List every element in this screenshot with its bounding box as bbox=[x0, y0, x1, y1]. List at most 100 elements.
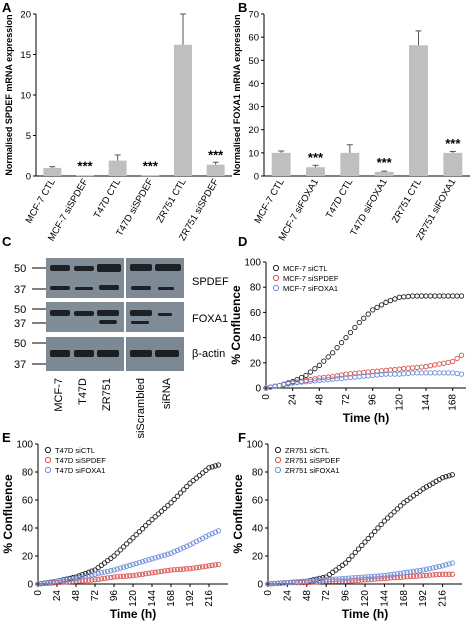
y-tick-label: 5 bbox=[26, 131, 31, 142]
data-point bbox=[394, 574, 400, 581]
y-tick-label: 60 bbox=[252, 496, 264, 507]
y-axis-title: Normalised SPDEF mRNA expression bbox=[4, 14, 14, 175]
data-point bbox=[414, 370, 420, 376]
data-point bbox=[396, 366, 402, 372]
data-point bbox=[95, 570, 101, 577]
data-point bbox=[200, 470, 206, 476]
data-point bbox=[420, 572, 426, 579]
data-point bbox=[35, 581, 41, 587]
data-point bbox=[168, 550, 174, 556]
x-tick-label: 48 bbox=[302, 590, 313, 602]
legend-marker bbox=[274, 456, 282, 464]
bar bbox=[206, 164, 225, 176]
data-point bbox=[392, 296, 398, 302]
data-point bbox=[149, 570, 155, 576]
data-point bbox=[108, 574, 114, 581]
x-tick-label: 96 bbox=[341, 590, 352, 602]
bar bbox=[271, 152, 291, 176]
data-point bbox=[76, 578, 82, 584]
data-point bbox=[177, 566, 184, 572]
data-point bbox=[54, 578, 60, 584]
data-point bbox=[111, 567, 117, 573]
data-point bbox=[177, 546, 184, 552]
y-tick-label: 15 bbox=[20, 50, 31, 61]
data-point bbox=[375, 576, 381, 582]
data-point bbox=[181, 487, 187, 493]
data-point bbox=[439, 474, 446, 481]
blot-marker-label: 37 bbox=[14, 359, 26, 371]
x-tick-label: 96 bbox=[109, 590, 120, 602]
data-point bbox=[401, 371, 407, 377]
data-point bbox=[410, 365, 416, 371]
panel-label-d: D bbox=[238, 234, 247, 249]
data-point bbox=[439, 571, 446, 577]
data-point bbox=[387, 371, 394, 377]
data-point bbox=[92, 577, 98, 583]
data-point bbox=[136, 529, 142, 535]
data-point bbox=[359, 542, 365, 549]
data-point bbox=[404, 569, 410, 575]
data-point bbox=[391, 571, 397, 577]
data-point bbox=[445, 359, 451, 366]
x-tick-label: 216 bbox=[438, 590, 449, 607]
data-point bbox=[333, 576, 339, 582]
y-tick-label: 10 bbox=[20, 91, 31, 102]
y-tick-label: 100 bbox=[16, 440, 33, 451]
blot-marker-label: 50 bbox=[14, 304, 26, 316]
data-point bbox=[267, 384, 274, 390]
data-point bbox=[127, 562, 133, 568]
data-point bbox=[378, 575, 384, 582]
y-tick-label: 40 bbox=[252, 524, 264, 535]
data-point bbox=[294, 579, 300, 585]
data-point bbox=[120, 573, 127, 579]
data-point bbox=[436, 563, 443, 570]
data-point bbox=[181, 544, 187, 551]
data-point bbox=[388, 575, 394, 581]
data-point bbox=[146, 519, 152, 526]
data-point bbox=[206, 465, 212, 471]
data-point bbox=[423, 363, 429, 370]
data-point bbox=[304, 578, 310, 584]
data-point bbox=[152, 569, 158, 575]
data-point bbox=[414, 568, 420, 574]
data-point bbox=[70, 576, 76, 582]
data-point bbox=[133, 532, 139, 538]
y-axis-title: % Confluence bbox=[1, 474, 15, 554]
data-point bbox=[349, 575, 355, 581]
data-point bbox=[392, 371, 398, 377]
data-point bbox=[265, 581, 271, 587]
blot-lane-label: T47D bbox=[77, 378, 89, 405]
data-point bbox=[436, 571, 443, 578]
bar-chart-b: 0 10 20 30 40 50 60 70 Normalised FOXA1 mRNA exp… bbox=[232, 10, 470, 243]
data-point bbox=[146, 557, 152, 563]
data-point bbox=[423, 293, 429, 299]
data-point bbox=[394, 506, 400, 512]
y-tick-label: 100 bbox=[246, 440, 263, 451]
legend-marker bbox=[272, 284, 280, 292]
data-point bbox=[117, 565, 123, 571]
legend-marker bbox=[44, 456, 52, 464]
data-point bbox=[343, 334, 349, 341]
x-tick-label: 24 bbox=[282, 590, 293, 602]
data-point bbox=[271, 580, 278, 587]
bar bbox=[108, 160, 127, 176]
data-point bbox=[396, 294, 402, 300]
data-point bbox=[365, 535, 371, 542]
data-point bbox=[162, 552, 168, 558]
x-tick-label: 192 bbox=[185, 590, 196, 607]
data-point bbox=[162, 568, 168, 574]
data-point bbox=[89, 572, 95, 578]
data-point bbox=[184, 483, 190, 490]
data-point bbox=[375, 525, 381, 531]
data-point bbox=[149, 516, 155, 523]
data-point bbox=[89, 568, 95, 574]
data-point bbox=[114, 566, 120, 572]
x-tick-label: 144 bbox=[379, 590, 390, 607]
data-point bbox=[338, 339, 345, 346]
panel-label-a: A bbox=[2, 0, 12, 15]
data-point bbox=[449, 560, 455, 566]
y-tick-label: 20 bbox=[248, 125, 259, 136]
data-point bbox=[203, 563, 209, 569]
bar bbox=[141, 175, 160, 177]
data-point bbox=[414, 573, 420, 579]
